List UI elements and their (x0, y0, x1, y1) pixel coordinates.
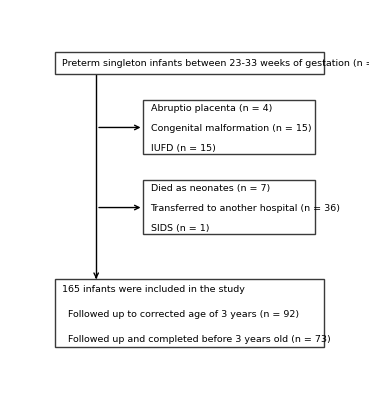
Text: Followed up to corrected age of 3 years (n = 92): Followed up to corrected age of 3 years … (62, 310, 299, 319)
FancyBboxPatch shape (55, 52, 324, 74)
Text: IUFD (n = 15): IUFD (n = 15) (151, 144, 215, 153)
FancyBboxPatch shape (143, 100, 315, 154)
Text: SIDS (n = 1): SIDS (n = 1) (151, 224, 209, 234)
Text: Died as neonates (n = 7): Died as neonates (n = 7) (151, 184, 270, 193)
Text: Followed up and completed before 3 years old (n = 73): Followed up and completed before 3 years… (62, 336, 331, 344)
Text: 165 infants were included in the study: 165 infants were included in the study (62, 285, 245, 294)
FancyBboxPatch shape (143, 180, 315, 234)
Text: Abruptio placenta (n = 4): Abruptio placenta (n = 4) (151, 104, 272, 113)
FancyBboxPatch shape (55, 279, 324, 347)
Text: Transferred to another hospital (n = 36): Transferred to another hospital (n = 36) (151, 204, 341, 213)
Text: Congenital malformation (n = 15): Congenital malformation (n = 15) (151, 124, 311, 133)
Text: Preterm singleton infants between 23-33 weeks of gestation (n = 243): Preterm singleton infants between 23-33 … (62, 58, 369, 68)
